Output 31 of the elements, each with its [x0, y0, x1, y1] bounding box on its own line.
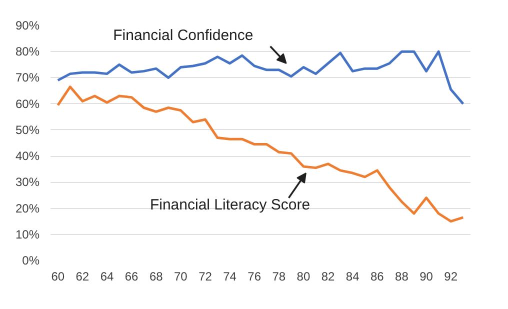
x-tick-label: 88	[395, 270, 409, 284]
y-tick-label: 0%	[22, 254, 40, 268]
x-tick-label: 90	[420, 270, 434, 284]
y-tick-label: 80%	[15, 44, 40, 59]
y-tick-label: 20%	[15, 201, 40, 216]
y-tick-label: 10%	[15, 227, 40, 242]
x-tick-label: 78	[272, 270, 286, 284]
x-tick-label: 80	[296, 270, 310, 284]
x-tick-label: 70	[174, 270, 188, 284]
y-tick-label: 30%	[15, 175, 40, 190]
x-tick-label: 72	[198, 270, 212, 284]
series-label: Financial Confidence	[113, 26, 254, 44]
x-tick-label: 86	[370, 270, 384, 284]
line-series	[56, 50, 464, 106]
x-tick-label: 66	[124, 270, 139, 284]
x-tick-label: 74	[223, 270, 237, 284]
x-tick-label: 62	[76, 270, 90, 284]
line-series	[56, 86, 464, 223]
x-tick-label: 76	[248, 270, 262, 284]
x-tick-label: 82	[321, 270, 336, 284]
x-tick-label: 60	[51, 270, 65, 284]
y-tick-label: 50%	[15, 122, 40, 137]
x-tick-label: 64	[100, 270, 114, 284]
y-tick-label: 70%	[15, 70, 40, 85]
x-tick-label: 92	[444, 270, 458, 284]
series-label: Financial Literacy Score	[150, 196, 310, 214]
x-tick-label: 68	[149, 270, 164, 284]
y-tick-label: 60%	[15, 96, 40, 111]
y-tick-label: 40%	[15, 149, 40, 164]
x-tick-label: 84	[346, 270, 360, 284]
y-tick-label: 90%	[15, 18, 40, 32]
